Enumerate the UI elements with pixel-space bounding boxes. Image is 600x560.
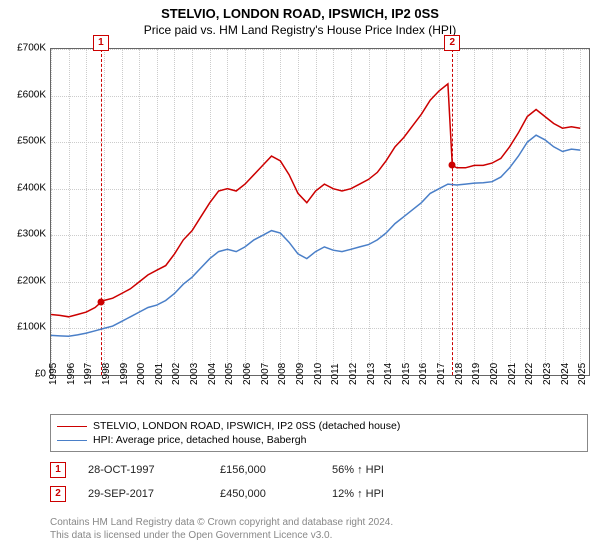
- transaction-delta: 56% ↑ HPI: [332, 464, 384, 476]
- x-tick-label: 1996: [66, 363, 77, 385]
- x-tick-label: 1998: [101, 363, 112, 385]
- y-tick-label: £300K: [0, 229, 46, 240]
- annotation-badge: 2: [444, 35, 460, 51]
- x-tick-label: 2025: [577, 363, 588, 385]
- footer-line: This data is licensed under the Open Gov…: [50, 529, 588, 542]
- y-tick-label: £100K: [0, 322, 46, 333]
- x-tick-label: 2022: [524, 363, 535, 385]
- legend: STELVIO, LONDON ROAD, IPSWICH, IP2 0SS (…: [50, 414, 588, 452]
- footer-line: Contains HM Land Registry data © Crown c…: [50, 516, 588, 529]
- x-tick-label: 2013: [366, 363, 377, 385]
- series-line-price_paid: [51, 84, 580, 317]
- x-tick-label: 2002: [171, 363, 182, 385]
- transaction-table: 1 28-OCT-1997 £156,000 56% ↑ HPI 2 29-SEP-201…: [50, 458, 588, 506]
- x-tick-label: 2003: [189, 363, 200, 385]
- series-line-hpi: [51, 135, 580, 336]
- chart-container: STELVIO, LONDON ROAD, IPSWICH, IP2 0SS P…: [0, 0, 600, 560]
- x-tick-label: 2004: [207, 363, 218, 385]
- x-tick-label: 2005: [224, 363, 235, 385]
- chart-subtitle: Price paid vs. HM Land Registry's House …: [0, 21, 600, 37]
- x-tick-label: 2012: [348, 363, 359, 385]
- x-tick-label: 2010: [313, 363, 324, 385]
- transaction-date: 29-SEP-2017: [88, 488, 198, 500]
- x-tick-label: 2017: [436, 363, 447, 385]
- x-tick-label: 2006: [242, 363, 253, 385]
- x-tick-label: 2014: [383, 363, 394, 385]
- annotation-point: [449, 162, 456, 169]
- x-tick-label: 1997: [83, 363, 94, 385]
- x-tick-label: 2001: [154, 363, 165, 385]
- x-tick-label: 1999: [119, 363, 130, 385]
- footer-attribution: Contains HM Land Registry data © Crown c…: [50, 516, 588, 542]
- x-tick-label: 2009: [295, 363, 306, 385]
- x-tick-label: 2007: [260, 363, 271, 385]
- annotation-point: [97, 299, 104, 306]
- y-tick-label: £400K: [0, 182, 46, 193]
- plot-area: 12 1995199619971998199920002001200220032…: [50, 48, 590, 376]
- transaction-price: £450,000: [220, 488, 310, 500]
- transaction-badge: 2: [50, 486, 66, 502]
- x-tick-label: 2018: [454, 363, 465, 385]
- legend-item: HPI: Average price, detached house, Babe…: [57, 433, 581, 447]
- chart-title: STELVIO, LONDON ROAD, IPSWICH, IP2 0SS: [0, 0, 600, 21]
- transaction-row: 1 28-OCT-1997 £156,000 56% ↑ HPI: [50, 458, 588, 482]
- y-tick-label: £600K: [0, 89, 46, 100]
- legend-item: STELVIO, LONDON ROAD, IPSWICH, IP2 0SS (…: [57, 419, 581, 433]
- x-tick-label: 2016: [418, 363, 429, 385]
- x-tick-label: 2008: [277, 363, 288, 385]
- y-tick-label: £200K: [0, 275, 46, 286]
- transaction-delta: 12% ↑ HPI: [332, 488, 384, 500]
- transaction-row: 2 29-SEP-2017 £450,000 12% ↑ HPI: [50, 482, 588, 506]
- x-tick-label: 2019: [471, 363, 482, 385]
- x-tick-label: 2023: [542, 363, 553, 385]
- y-tick-label: £0: [0, 369, 46, 380]
- legend-label: STELVIO, LONDON ROAD, IPSWICH, IP2 0SS (…: [93, 420, 400, 432]
- x-tick-label: 2020: [489, 363, 500, 385]
- transaction-badge: 1: [50, 462, 66, 478]
- legend-swatch: [57, 426, 87, 427]
- x-tick-label: 2015: [401, 363, 412, 385]
- legend-swatch: [57, 440, 87, 441]
- x-tick-label: 1995: [48, 363, 59, 385]
- legend-label: HPI: Average price, detached house, Babe…: [93, 434, 306, 446]
- y-tick-label: £500K: [0, 136, 46, 147]
- annotation-badge: 1: [93, 35, 109, 51]
- x-tick-label: 2011: [330, 363, 341, 385]
- x-tick-label: 2021: [507, 363, 518, 385]
- transaction-date: 28-OCT-1997: [88, 464, 198, 476]
- transaction-price: £156,000: [220, 464, 310, 476]
- y-tick-label: £700K: [0, 43, 46, 54]
- x-tick-label: 2000: [136, 363, 147, 385]
- x-tick-label: 2024: [560, 363, 571, 385]
- chart-lines-svg: [51, 49, 589, 375]
